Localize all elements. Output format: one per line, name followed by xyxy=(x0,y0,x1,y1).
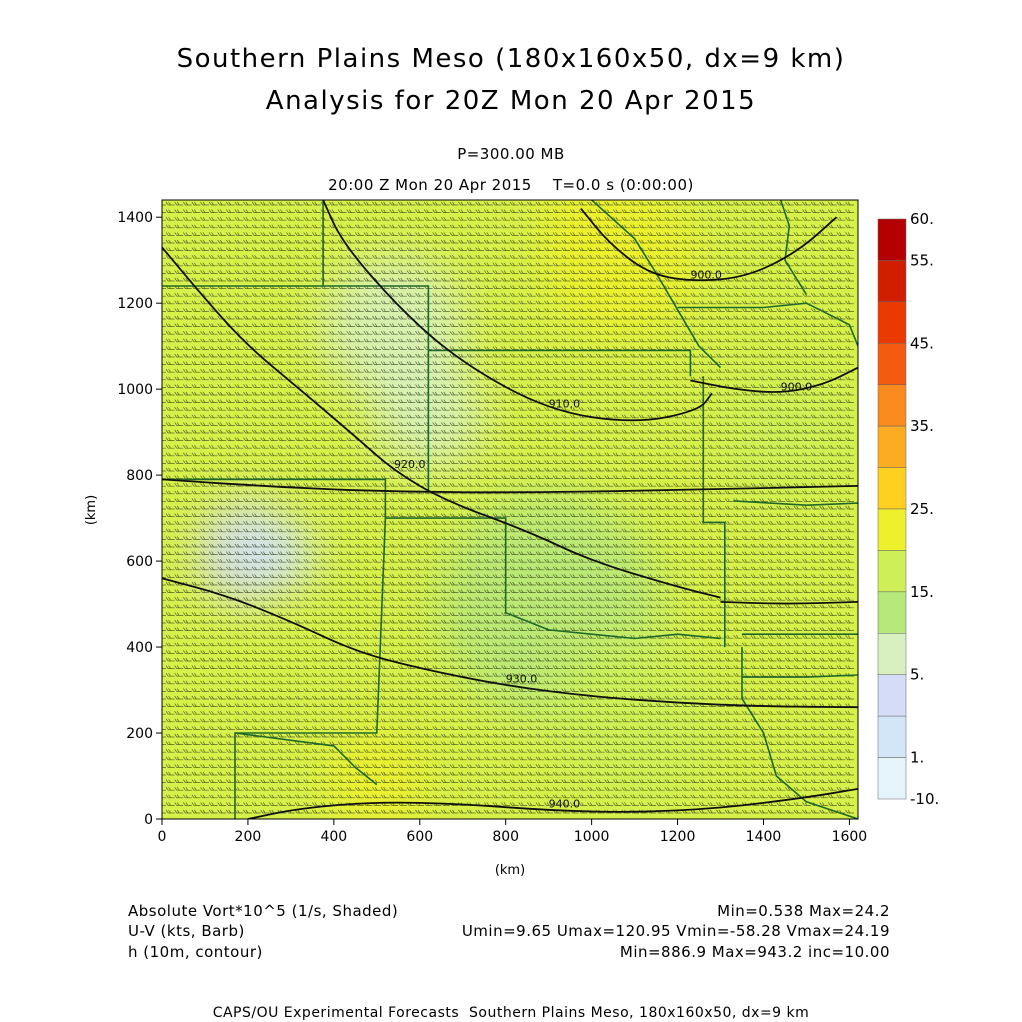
y-tick-label: 600 xyxy=(126,554,153,570)
y-tick-label: 1400 xyxy=(117,210,153,226)
colorbar-swatch xyxy=(877,591,907,634)
footer-credit: CAPS/OU Experimental Forecasts Southern … xyxy=(212,1005,810,1021)
y-axis-label: (km) xyxy=(84,495,99,525)
state-border-5 xyxy=(234,518,387,819)
x-axis-label: (km) xyxy=(495,863,525,878)
x-tick-label: 800 xyxy=(492,829,519,845)
contour-line-7 xyxy=(720,601,858,605)
colorbar-swatch xyxy=(877,674,907,717)
state-border-3 xyxy=(162,478,721,640)
state-border-12 xyxy=(742,674,858,678)
colorbar-swatch xyxy=(877,218,907,261)
chart-title-line1: Southern Plains Meso (180x160x50, dx=9 k… xyxy=(176,44,846,74)
contour-field-label: h (10m, contour) xyxy=(128,943,263,961)
x-tick-label: 1600 xyxy=(832,829,868,845)
shade-region-6 xyxy=(237,524,276,564)
contour-label-3: 920.0 xyxy=(394,458,426,471)
state-border-4 xyxy=(702,376,726,648)
chart-title-line2: Analysis for 20Z Mon 20 Apr 2015 xyxy=(265,86,757,116)
contour-line-6 xyxy=(162,478,858,494)
colorbar-swatch xyxy=(877,467,907,510)
barb-field-stats: Umin=9.65 Umax=120.95 Vmin=-58.28 Vmax=2… xyxy=(461,922,890,940)
state-border-0 xyxy=(322,200,692,377)
colorbar-label: 25. xyxy=(910,500,934,518)
contour-label-5: 940.0 xyxy=(549,797,581,810)
colorbar-swatch xyxy=(877,633,907,675)
state-boundaries xyxy=(162,200,858,819)
y-tick-label: 400 xyxy=(126,640,153,656)
colorbar-label: 55. xyxy=(910,251,934,269)
shade-region-1 xyxy=(540,200,644,278)
colorbar-swatch xyxy=(877,343,907,385)
axes: 0 200 400 600 800 1000 1200 1400 1600 0 200 400 600 8… xyxy=(84,199,868,878)
barb-field-label: U-V (kts, Barb) xyxy=(128,922,245,940)
colorbar-swatch xyxy=(877,757,907,800)
colorbar-label: 15. xyxy=(910,583,934,601)
contour-field-stats: Min=886.9 Max=943.2 inc=10.00 xyxy=(619,943,890,961)
state-border-10 xyxy=(677,302,858,347)
contour-label-0: 900.0 xyxy=(690,269,722,282)
contour-line-5 xyxy=(247,788,858,819)
shade-region-10 xyxy=(716,363,854,501)
plot-frame xyxy=(161,199,859,820)
colorbar-label: 1. xyxy=(910,749,924,767)
y-tick-label: 1200 xyxy=(117,296,153,312)
shade-region-8 xyxy=(325,733,429,819)
contour-line-3 xyxy=(162,246,721,599)
x-tick-label: 1000 xyxy=(574,829,610,845)
state-border-7 xyxy=(741,647,858,819)
x-tick-label: 1400 xyxy=(746,829,782,845)
height-contours: 900.0 900.0 910.0 920.0 930.0 940.0 xyxy=(162,200,858,819)
pressure-level: P=300.00 MB xyxy=(457,145,565,163)
contour-label-1: 900.0 xyxy=(781,380,813,393)
colorbar-swatch xyxy=(877,301,907,344)
state-border-6 xyxy=(234,732,378,786)
contour-line-4 xyxy=(162,577,858,709)
x-tick-label: 1200 xyxy=(660,829,696,845)
y-tick-label: 800 xyxy=(126,468,153,484)
state-border-9 xyxy=(733,500,858,507)
colorbar-swatch xyxy=(877,425,907,468)
colorbar-swatch xyxy=(877,550,907,593)
colorbar: 60. 55. 45. 35. 25. 15. 5. 1. -10. xyxy=(877,210,939,808)
colorbar-label: -10. xyxy=(910,790,939,808)
colorbar-label: 5. xyxy=(910,666,924,684)
x-tick-label: 0 xyxy=(158,829,167,845)
colorbar-swatch xyxy=(877,260,907,303)
x-tick-label: 600 xyxy=(406,829,433,845)
state-border-11 xyxy=(779,200,808,296)
contour-line-0 xyxy=(580,208,838,282)
x-tick-label: 400 xyxy=(320,829,347,845)
y-tick-label: 200 xyxy=(126,726,153,742)
colorbar-swatch xyxy=(877,715,907,758)
valid-time: 20:00 Z Mon 20 Apr 2015 T=0.0 s (0:00:00… xyxy=(328,176,694,194)
y-tick-label: 1000 xyxy=(117,382,153,398)
shade-field-stats: Min=0.538 Max=24.2 xyxy=(717,902,890,920)
contour-label-2: 910.0 xyxy=(549,398,581,411)
shade-region-5 xyxy=(265,530,317,583)
x-tick-label: 200 xyxy=(235,829,262,845)
colorbar-label: 35. xyxy=(910,417,934,435)
contour-line-2 xyxy=(322,200,713,422)
colorbar-swatch xyxy=(877,508,907,551)
colorbar-swatch xyxy=(877,384,907,427)
shade-field-label: Absolute Vort*10^5 (1/s, Shaded) xyxy=(128,902,399,920)
contour-label-4: 930.0 xyxy=(506,673,538,686)
contour-line-1 xyxy=(690,366,858,393)
colorbar-label: 45. xyxy=(910,334,934,352)
colorbar-label: 60. xyxy=(910,210,934,228)
y-tick-label: 0 xyxy=(144,812,153,828)
shade-region-9 xyxy=(548,634,721,807)
